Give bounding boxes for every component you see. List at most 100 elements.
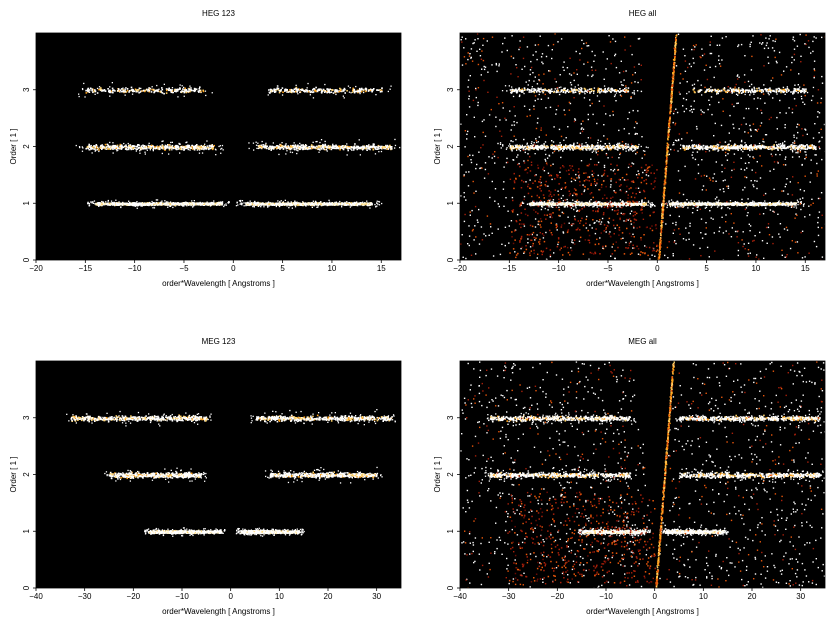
heatmap-cell [134, 205, 137, 207]
heatmap-cell [577, 203, 579, 205]
heatmap-cell [338, 145, 340, 148]
heatmap-cell [652, 203, 654, 206]
heatmap-cell [137, 205, 139, 207]
heatmap-cell [159, 148, 161, 150]
heatmap-cell [299, 88, 302, 91]
heatmap-cell [602, 203, 604, 205]
heatmap-cell [347, 203, 349, 206]
heatmap-cell [78, 146, 81, 148]
heatmap-cell [171, 89, 174, 91]
heatmap-cell [318, 89, 320, 92]
heatmap-cell [280, 203, 282, 205]
heatmap-cell [104, 89, 106, 91]
heatmap-cell [96, 87, 99, 90]
heatmap-cell [271, 146, 274, 149]
heatmap-cell [647, 200, 650, 202]
heatmap-cell [354, 90, 356, 93]
heatmap-cell [119, 143, 122, 146]
heatmap-cell [180, 148, 182, 151]
heatmap-cell [167, 201, 169, 203]
heatmap-cell [222, 149, 224, 151]
heatmap-cell [326, 204, 329, 207]
heatmap-cell [369, 89, 372, 91]
heatmap-cell [130, 86, 133, 89]
heatmap-cell [160, 201, 162, 204]
heatmap-cell [124, 88, 126, 90]
heatmap-cell [350, 146, 353, 148]
heatmap-cell [522, 202, 524, 204]
heatmap-cell [213, 144, 215, 147]
heatmap-cell [541, 202, 543, 205]
heatmap-cell [94, 93, 96, 95]
heatmap-cell [344, 204, 346, 206]
heatmap-cell [238, 200, 241, 202]
heatmap-cell [296, 152, 298, 155]
heatmap-cell [139, 204, 141, 206]
heatmap-cell [335, 203, 338, 205]
heatmap-cell [257, 205, 260, 207]
heatmap-cell [303, 146, 306, 149]
heatmap-cell [347, 147, 350, 150]
heatmap-cell [181, 204, 183, 206]
heatmap-cell [326, 202, 328, 204]
heatmap-cell [136, 207, 138, 209]
heatmap-cell [331, 145, 334, 147]
heatmap-cell [210, 146, 213, 148]
heatmap-cell [349, 146, 352, 148]
heatmap-cell [587, 202, 589, 204]
heatmap-cell [220, 152, 222, 154]
heatmap-cell [124, 202, 126, 204]
heatmap-cell [335, 201, 337, 203]
heatmap-cell [322, 90, 324, 92]
heatmap-cell [321, 146, 323, 149]
heatmap-cell [306, 146, 308, 149]
heatmap-cell [639, 203, 641, 205]
heatmap-cell [625, 201, 627, 203]
heatmap-cell [135, 203, 137, 205]
heatmap-cell [387, 90, 389, 93]
heatmap-cell [210, 144, 213, 146]
heatmap-cell [202, 145, 204, 148]
heatmap-cell [285, 143, 287, 145]
heatmap-cell [293, 142, 295, 144]
heatmap-cell [211, 144, 213, 146]
heatmap-cell [133, 204, 135, 206]
heatmap-cell [634, 202, 637, 205]
heatmap-cell [355, 147, 357, 149]
heatmap-cell [198, 149, 201, 151]
heatmap-cell [309, 94, 311, 96]
heatmap-cell [182, 205, 184, 207]
heatmap-cell [196, 202, 198, 205]
heatmap-cell [581, 201, 583, 203]
heatmap-cell [145, 147, 147, 150]
heatmap-cell [552, 203, 555, 205]
heatmap-cell [353, 146, 356, 149]
heatmap-cell [198, 147, 200, 149]
heatmap-cell [171, 141, 173, 143]
heatmap-cell [279, 90, 281, 92]
heatmap-cell [373, 88, 375, 90]
heatmap-cell [304, 148, 307, 150]
heatmap-cell [549, 201, 551, 204]
heatmap-cell [544, 207, 546, 210]
heatmap-cell [198, 145, 200, 148]
heatmap-cell [536, 203, 538, 205]
heatmap-cell [132, 147, 134, 150]
heatmap-cell [164, 146, 166, 149]
heatmap-cell [394, 144, 397, 147]
heatmap-cell [322, 203, 324, 206]
heatmap-cell [212, 145, 215, 148]
heatmap-cell [98, 202, 100, 205]
heatmap-cell [121, 203, 124, 206]
heatmap-cell [274, 90, 276, 93]
heatmap-cell [144, 153, 146, 155]
heatmap-cell [95, 149, 97, 151]
heatmap-cell [111, 146, 114, 148]
heatmap-cell [293, 146, 295, 149]
heatmap-cell [138, 89, 140, 91]
heatmap-cell [278, 87, 280, 89]
heatmap-cell [539, 203, 542, 205]
heatmap-cell [316, 140, 318, 143]
heatmap-cell [378, 200, 380, 203]
heatmap-cell [157, 204, 159, 206]
